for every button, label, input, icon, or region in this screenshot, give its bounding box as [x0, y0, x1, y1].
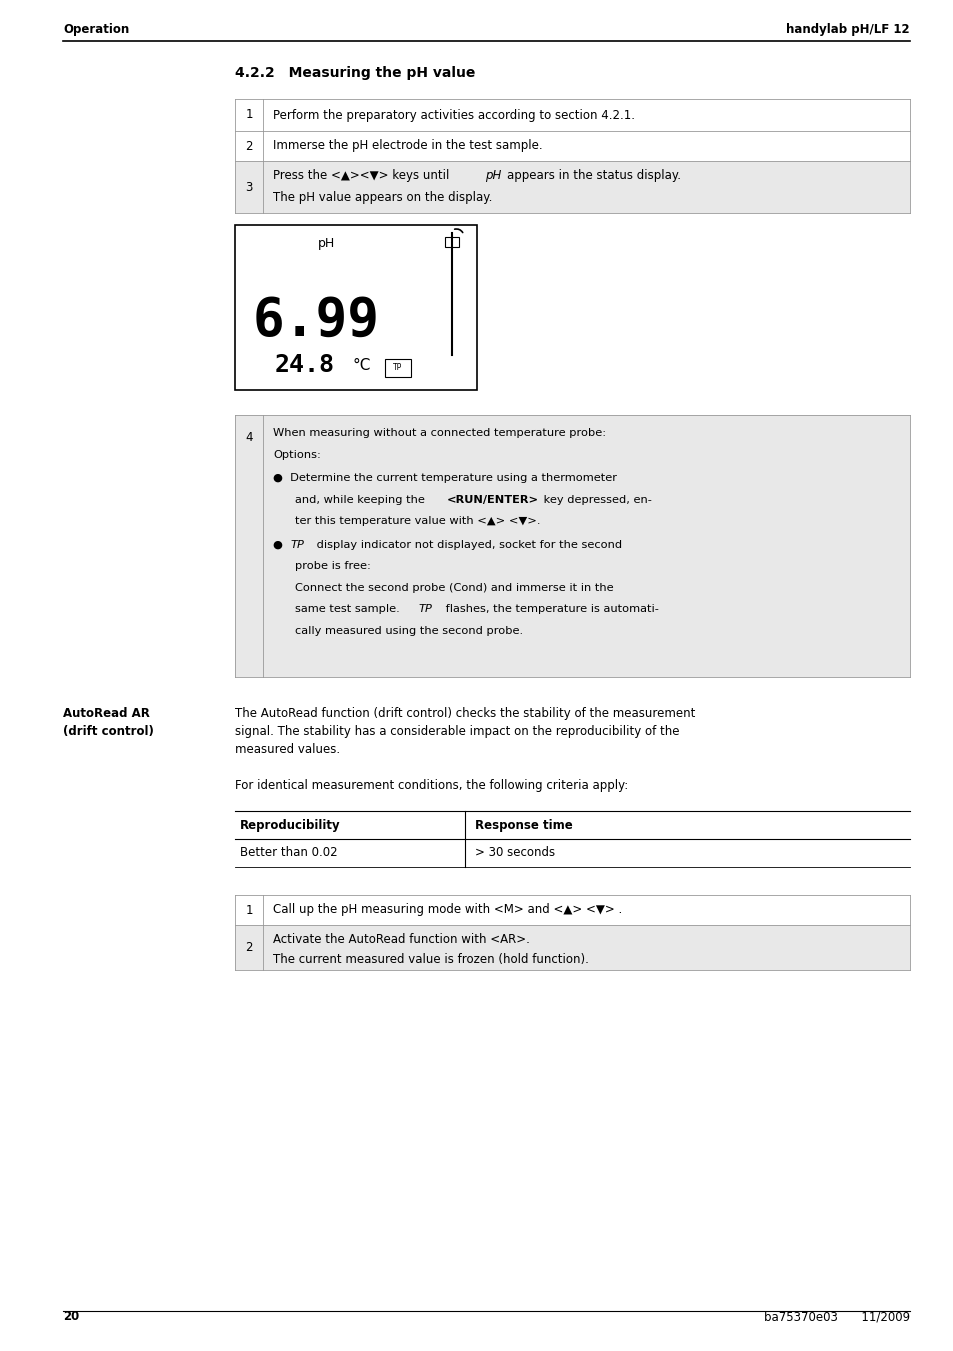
Text: ba75370e03  11/2009: ba75370e03 11/2009 [763, 1310, 909, 1323]
Text: 1: 1 [245, 904, 253, 916]
Text: ter this temperature value with <▲> <▼>.: ter this temperature value with <▲> <▼>. [294, 516, 540, 526]
Text: display indicator not displayed, socket for the second: display indicator not displayed, socket … [313, 540, 621, 550]
FancyBboxPatch shape [234, 925, 909, 970]
Text: cally measured using the second probe.: cally measured using the second probe. [294, 626, 522, 636]
FancyBboxPatch shape [234, 894, 909, 925]
Text: pH: pH [484, 169, 501, 182]
Text: same test sample.: same test sample. [294, 604, 403, 615]
Text: Options:: Options: [273, 450, 320, 459]
Text: °C: °C [353, 358, 371, 373]
Text: 1: 1 [245, 108, 253, 122]
Text: 3: 3 [245, 181, 253, 193]
Text: and, while keeping the: and, while keeping the [294, 494, 428, 505]
Text: > 30 seconds: > 30 seconds [475, 847, 555, 859]
Text: flashes, the temperature is automati-: flashes, the temperature is automati- [441, 604, 659, 615]
Text: key depressed, en-: key depressed, en- [539, 494, 651, 505]
Text: Call up the pH measuring mode with <M> and <▲> <▼> .: Call up the pH measuring mode with <M> a… [273, 904, 621, 916]
Text: TP: TP [291, 540, 305, 550]
Bar [385, 359, 411, 377]
Text: 6.99: 6.99 [253, 295, 379, 347]
Text: 4: 4 [245, 431, 253, 444]
Text: Response time: Response time [475, 819, 572, 831]
Text: 24.8: 24.8 [274, 353, 335, 377]
Text: appears in the status display.: appears in the status display. [506, 169, 680, 182]
Text: AutoRead AR
(drift control): AutoRead AR (drift control) [63, 707, 153, 738]
Text: 4.2.2 Measuring the pH value: 4.2.2 Measuring the pH value [234, 66, 475, 80]
Text: pH: pH [318, 236, 335, 250]
FancyBboxPatch shape [234, 161, 909, 213]
Text: Operation: Operation [63, 23, 129, 36]
Text: Connect the second probe (Cond) and immerse it in the: Connect the second probe (Cond) and imme… [294, 582, 613, 593]
Text: Activate the AutoRead function with <AR>.: Activate the AutoRead function with <AR>… [273, 934, 529, 946]
Text: TP: TP [393, 363, 402, 373]
FancyBboxPatch shape [234, 226, 476, 390]
FancyBboxPatch shape [234, 131, 909, 161]
Text: 2: 2 [245, 139, 253, 153]
Text: Press the <▲><▼> keys until: Press the <▲><▼> keys until [273, 169, 453, 182]
Text: Better than 0.02: Better than 0.02 [240, 847, 337, 859]
Text: probe is free:: probe is free: [294, 561, 371, 571]
Text: Immerse the pH electrode in the test sample.: Immerse the pH electrode in the test sam… [273, 139, 542, 153]
Text: The pH value appears on the display.: The pH value appears on the display. [273, 190, 492, 204]
Text: handylab pH/LF 12: handylab pH/LF 12 [785, 23, 909, 36]
Text: <RUN/ENTER>: <RUN/ENTER> [447, 494, 538, 505]
Text: Perform the preparatory activities according to section 4.2.1.: Perform the preparatory activities accor… [273, 108, 635, 122]
Text: ●: ● [273, 540, 290, 550]
FancyBboxPatch shape [234, 99, 909, 131]
Text: The current measured value is frozen (hold function).: The current measured value is frozen (ho… [273, 952, 588, 966]
Text: TP: TP [418, 604, 433, 615]
Text: When measuring without a connected temperature probe:: When measuring without a connected tempe… [273, 428, 605, 438]
Text: 20: 20 [63, 1310, 79, 1323]
Text: Reproducibility: Reproducibility [240, 819, 340, 831]
Text: For identical measurement conditions, the following criteria apply:: For identical measurement conditions, th… [234, 780, 628, 792]
FancyBboxPatch shape [234, 415, 909, 677]
Text: The AutoRead function (drift control) checks the stability of the measurement
si: The AutoRead function (drift control) ch… [234, 707, 695, 757]
Text: 2: 2 [245, 942, 253, 954]
Text: ●  Determine the current temperature using a thermometer: ● Determine the current temperature usin… [273, 473, 617, 484]
Bar [444, 236, 458, 247]
